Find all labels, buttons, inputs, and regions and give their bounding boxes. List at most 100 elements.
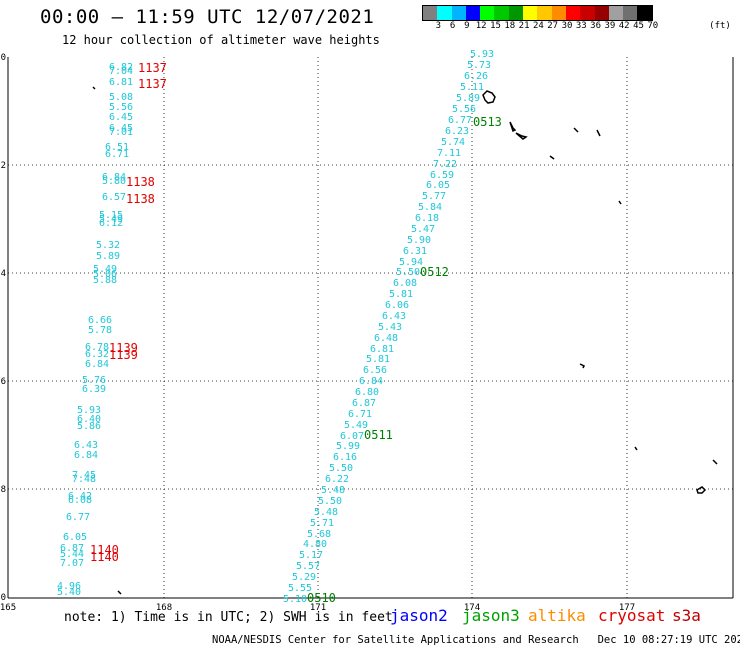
wave-height-value: 5.32	[96, 240, 120, 251]
wave-height-value: 6.51	[105, 142, 129, 153]
wave-height-value: 5.50	[318, 496, 342, 507]
pass-time-label: 1139	[109, 341, 138, 355]
wave-height-value: 6.40	[77, 414, 101, 425]
wave-height-value: 5.99	[336, 441, 360, 452]
legend-label: 27	[547, 21, 559, 31]
legend-swatch	[551, 6, 566, 20]
pass-time-label: 1140	[90, 543, 119, 557]
wave-height-value: 5.81	[389, 289, 413, 300]
wave-height-value: 5.56	[109, 102, 133, 113]
wave-height-value: 6.87	[352, 398, 376, 409]
wave-height-value: 7.04	[109, 66, 133, 77]
pass-time-label: 1140	[90, 550, 119, 564]
wave-height-value: 6.18	[415, 213, 439, 224]
wave-height-value: 5.71	[310, 518, 334, 529]
pass-time-label: 0513	[473, 115, 502, 129]
longitude-tick-label: 174	[464, 603, 480, 613]
wave-height-value: 6.07	[340, 431, 364, 442]
wave-height-value: 5.88	[93, 275, 117, 286]
latitude-tick-label: -10	[0, 593, 6, 603]
wave-height-value: 6.56	[363, 365, 387, 376]
sat-cryosat: cryosat	[598, 606, 666, 625]
wave-height-value: 6.82	[109, 62, 133, 73]
wave-height-value: 7.01	[109, 127, 133, 138]
wave-height-value: 5.80	[102, 176, 126, 187]
wave-height-value: 5.49	[99, 214, 123, 225]
wave-height-value: 5.78	[88, 325, 112, 336]
legend-label: 36	[590, 21, 602, 31]
longitude-tick-label: 177	[619, 603, 635, 613]
pass-time-label: 1138	[126, 175, 155, 189]
wave-height-value: 5.15	[99, 210, 123, 221]
wave-height-value: 5.10	[283, 594, 307, 605]
pass-time-label: 0511	[364, 428, 393, 442]
wave-height-value: 6.48	[374, 333, 398, 344]
sat-jason3: jason3	[462, 606, 520, 625]
wave-height-value: 6.80	[355, 387, 379, 398]
wave-height-value: 7.07	[60, 558, 84, 569]
legend-label: 15	[490, 21, 501, 31]
page-subtitle: 12 hour collection of altimeter wave hei…	[62, 33, 380, 47]
wave-height-value: 6.71	[348, 409, 372, 420]
latitude-tick-label: -8	[0, 485, 6, 495]
legend-swatch	[608, 6, 624, 20]
island-shape	[634, 446, 638, 451]
legend-label: 42	[618, 21, 630, 31]
islands	[92, 86, 718, 595]
island-shape	[618, 200, 622, 205]
legend-unit: (ft)	[709, 21, 731, 31]
wave-height-value: 5.77	[422, 191, 446, 202]
longitude-tick-label: 165	[0, 603, 16, 613]
legend-swatch	[523, 6, 538, 20]
wave-height-value: 5.90	[407, 235, 431, 246]
wave-height-value: 6.43	[382, 311, 406, 322]
wave-height-value: 5.40	[57, 587, 81, 598]
wave-height-value: 6.05	[63, 532, 87, 543]
wave-height-value: 6.32	[85, 349, 109, 360]
island-shape	[515, 132, 528, 140]
wave-height-value: 6.16	[333, 452, 357, 463]
latitude-tick-label: -4	[0, 269, 6, 279]
wave-height-value: 6.43	[74, 440, 98, 451]
island-shape	[482, 90, 496, 104]
legend-label: 24	[532, 21, 544, 31]
legend-label: 33	[575, 21, 587, 31]
wave-height-value: 5.56	[452, 104, 476, 115]
wave-height-value: 6.66	[88, 315, 112, 326]
wave-height-value: 5.48	[321, 485, 345, 496]
wave-height-value: 6.05	[426, 180, 450, 191]
wave-height-value: 6.57	[102, 192, 126, 203]
wave-height-value: 6.31	[403, 246, 427, 257]
wave-height-value: 6.81	[109, 77, 133, 88]
pass-time-label: 1138	[126, 192, 155, 206]
pass-time-label: 1137	[138, 61, 167, 75]
wave-height-value: 5.48	[314, 507, 338, 518]
footer-credit: NOAA/NESDIS Center for Satellite Applica…	[212, 634, 740, 646]
latitude-tick-label: -2	[0, 161, 6, 171]
legend-swatch	[537, 6, 552, 20]
pass-time-label: 0510	[307, 591, 336, 605]
wave-height-value: 5.11	[460, 82, 484, 93]
sat-jason2: jason2	[390, 606, 448, 625]
legend-swatch	[508, 6, 524, 20]
wave-height-value: 5.49	[344, 420, 368, 431]
wave-height-value: 5.76	[82, 375, 106, 386]
wave-height-value: 6.84	[74, 450, 98, 461]
legend-swatch	[580, 6, 595, 20]
page-title: 00:00 – 11:59 UTC 12/07/2021	[40, 6, 375, 28]
legend-swatch	[437, 6, 452, 20]
wave-height-value: 6.45	[109, 112, 133, 123]
legend-swatch	[423, 6, 438, 20]
footer-note: note: 1) Time is in UTC; 2) SWH is in fe…	[64, 610, 393, 625]
pass-time-label: 1139	[109, 348, 138, 362]
island-shape	[596, 129, 601, 137]
wave-height-value: 5.49	[93, 264, 117, 275]
wave-height-value: 6.59	[430, 170, 454, 181]
island-shape	[579, 363, 586, 369]
wave-height-value: 5.81	[366, 354, 390, 365]
wave-height-value: 6.23	[445, 126, 469, 137]
wave-height-value: 5.47	[411, 224, 435, 235]
legend-label: 21	[518, 21, 530, 31]
observation-layer: 6.827.046.815.085.566.456.457.016.516.71…	[57, 49, 502, 605]
